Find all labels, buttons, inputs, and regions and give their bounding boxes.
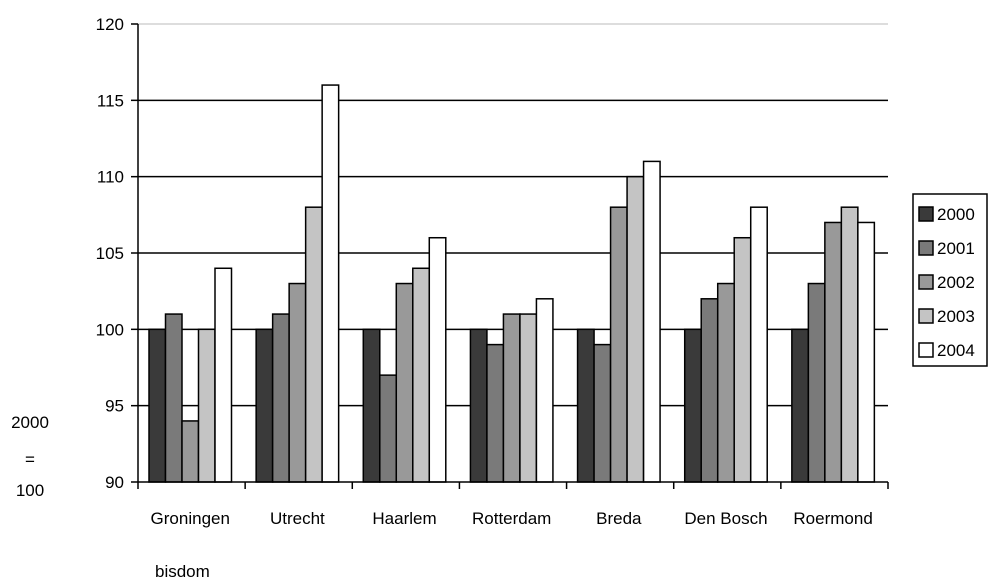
bar-2001-haarlem — [379, 374, 398, 483]
bar-2001-utrecht — [271, 313, 290, 483]
bar-2000-breda — [576, 328, 595, 483]
bar-2000-roermond — [791, 328, 810, 483]
y-tick-labels: 90 95 100 105 110 115 120 — [96, 15, 124, 492]
legend-swatch-2002 — [918, 274, 934, 290]
bar-2002-rotterdam — [502, 313, 521, 483]
legend-swatch-2000 — [918, 206, 934, 222]
bar-2003-rotterdam — [519, 313, 538, 483]
legend-label-2000: 2000 — [937, 205, 975, 224]
category-label: Breda — [596, 509, 642, 528]
bar-2004-roermond — [857, 221, 876, 483]
y-tick-label: 110 — [97, 168, 124, 187]
y-tick-label: 100 — [96, 320, 124, 339]
bar-2003-utrecht — [304, 206, 323, 483]
bar-2002-roermond — [824, 221, 843, 483]
y-tick-label: 115 — [97, 91, 124, 110]
bar-2002-haarlem — [395, 282, 414, 483]
bar-2002-groningen — [181, 420, 200, 483]
bar-2003-groningen — [197, 328, 216, 483]
y-tick-label: 90 — [105, 473, 124, 492]
bar-2000-utrecht — [255, 328, 274, 483]
bar-2000-haarlem — [362, 328, 381, 483]
bars — [137, 84, 889, 489]
legend: 2000 2001 2002 2003 2004 — [912, 193, 988, 367]
y-axis-label: 2000 = 100 — [11, 413, 49, 500]
bar-2000-rotterdam — [469, 328, 488, 483]
bar-2001-rotterdam — [486, 343, 505, 483]
bar-2004-den-bosch — [749, 206, 768, 483]
bar-2004-rotterdam — [535, 298, 554, 483]
bar-2003-den-bosch — [733, 236, 752, 483]
y-axis-label-line-2: = — [25, 450, 35, 469]
legend-label-2002: 2002 — [937, 273, 975, 292]
bar-2000-den-bosch — [683, 328, 702, 483]
y-tick-label: 95 — [105, 397, 124, 416]
bar-2002-breda — [609, 206, 628, 483]
bar-2004-groningen — [214, 267, 233, 483]
category-labels: Groningen Utrecht Haarlem Rotterdam Breda Den… — [151, 509, 873, 528]
bar-2001-den-bosch — [700, 298, 719, 483]
category-label: Den Bosch — [684, 509, 767, 528]
legend-swatch-2001 — [918, 240, 934, 256]
bar-2000-groningen — [148, 328, 167, 483]
y-axis-label-line-3: 100 — [16, 481, 44, 500]
legend-label-2001: 2001 — [937, 239, 975, 258]
category-label: Utrecht — [270, 509, 325, 528]
legend-swatch-2004 — [918, 342, 934, 358]
axes — [137, 24, 888, 483]
bar-2001-roermond — [807, 282, 826, 483]
bar-2001-breda — [593, 343, 612, 483]
bar-2003-haarlem — [412, 267, 431, 483]
y-tick-label: 105 — [96, 244, 124, 263]
bar-2003-breda — [626, 175, 645, 483]
legend-swatch-2003 — [918, 308, 934, 324]
bar-2004-haarlem — [428, 236, 447, 483]
y-axis-label-line-1: 2000 — [11, 413, 49, 432]
legend-label-2004: 2004 — [937, 341, 975, 360]
category-label: Roermond — [793, 509, 872, 528]
category-label: Haarlem — [372, 509, 436, 528]
legend-label-2003: 2003 — [937, 307, 975, 326]
bar-2004-breda — [642, 160, 661, 483]
category-label: Groningen — [151, 509, 230, 528]
bar-2003-roermond — [840, 206, 859, 483]
x-axis-label: bisdom — [155, 562, 210, 581]
category-label: Rotterdam — [472, 509, 551, 528]
y-tick-label: 120 — [96, 15, 124, 34]
bar-2002-den-bosch — [716, 282, 735, 483]
bar-2004-utrecht — [321, 84, 340, 483]
bar-2002-utrecht — [288, 282, 307, 483]
bar-2001-groningen — [164, 313, 183, 483]
